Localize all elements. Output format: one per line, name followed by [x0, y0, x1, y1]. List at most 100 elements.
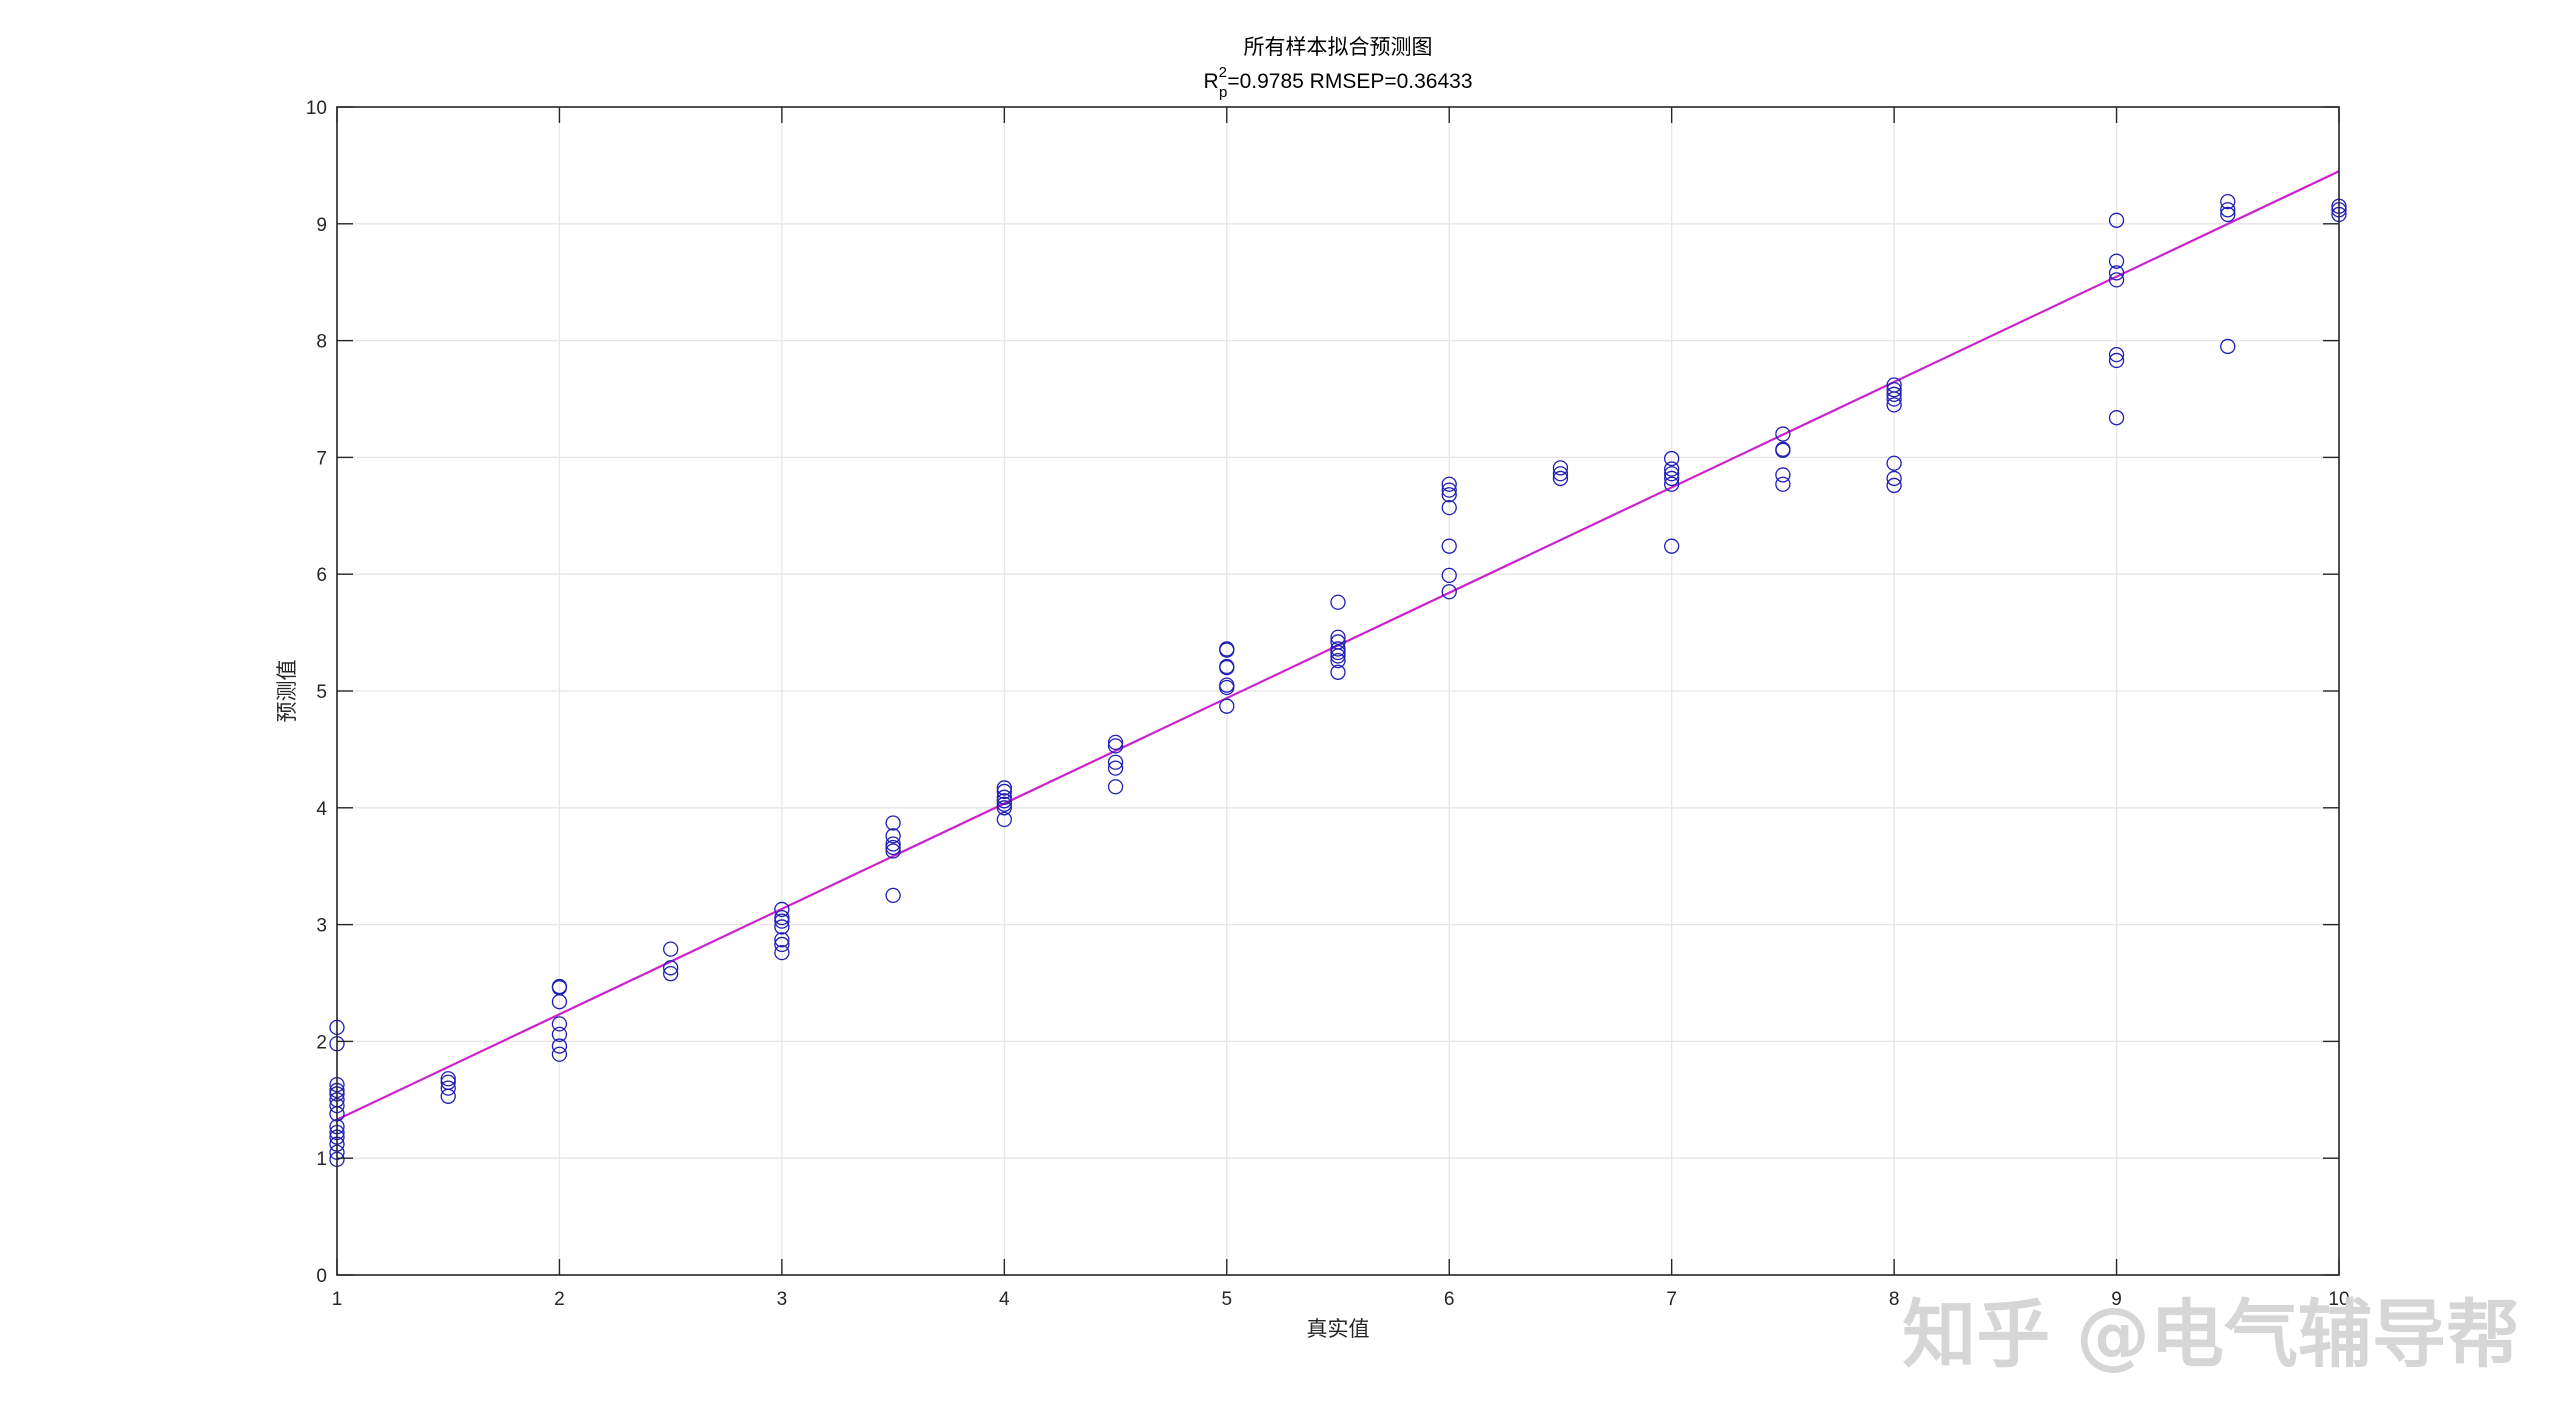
y-tick-label: 5 — [316, 682, 327, 703]
x-tick-label: 7 — [1666, 1289, 1677, 1310]
x-tick-label: 2 — [554, 1289, 565, 1310]
data-point — [2220, 193, 2236, 210]
data-point — [663, 960, 679, 976]
y-tick-label: 1 — [316, 1149, 327, 1170]
data-point — [1886, 397, 1902, 413]
data-point — [551, 1016, 568, 1032]
data-point — [1330, 648, 1346, 664]
data-point — [1552, 466, 1569, 482]
data-point — [1441, 476, 1457, 492]
data-point — [663, 941, 679, 957]
data-point — [440, 1071, 456, 1087]
data-point — [1775, 476, 1791, 492]
data-point — [996, 796, 1012, 812]
data-point — [2220, 206, 2236, 223]
x-tick-label: 1 — [332, 1289, 343, 1310]
data-point — [774, 913, 790, 929]
data-point — [1330, 594, 1346, 610]
data-point — [1441, 499, 1457, 516]
data-point — [1664, 476, 1680, 492]
data-point — [1107, 734, 1124, 751]
data-point — [440, 1088, 456, 1104]
data-point — [1441, 487, 1457, 503]
data-point — [1664, 461, 1680, 477]
data-point — [1330, 644, 1346, 661]
data-point — [1886, 477, 1902, 494]
data-point — [2108, 253, 2125, 269]
data-point — [1219, 698, 1235, 714]
data-point — [1775, 426, 1791, 442]
watermark-text: 知乎 @电气辅导帮 — [1902, 1292, 2520, 1378]
x-tick-label: 10 — [2328, 1289, 2349, 1310]
data-point — [551, 994, 568, 1010]
data-point — [2108, 346, 2125, 363]
data-point — [2108, 272, 2125, 288]
data-point — [996, 793, 1012, 809]
data-point — [1219, 659, 1235, 676]
data-point — [1886, 455, 1902, 471]
y-tick-label: 4 — [316, 799, 327, 820]
y-tick-label: 2 — [316, 1032, 327, 1053]
data-point — [774, 909, 790, 926]
x-tick-label: 6 — [1444, 1289, 1455, 1310]
data-point — [1552, 470, 1569, 487]
data-point — [1107, 779, 1124, 795]
data-point — [1330, 652, 1346, 669]
x-tick-label: 9 — [2111, 1289, 2122, 1310]
data-point — [885, 815, 901, 831]
y-tick-label: 7 — [316, 448, 327, 469]
data-point — [996, 789, 1012, 805]
data-point — [1107, 738, 1124, 754]
data-point — [2220, 338, 2236, 355]
axes-box — [336, 106, 2340, 1276]
data-point — [774, 932, 790, 948]
subtitle-metrics: =0.9785 RMSEP=0.36433 — [1227, 70, 1472, 93]
data-point — [1107, 760, 1124, 776]
data-point — [885, 839, 901, 856]
data-point — [1886, 382, 1902, 398]
data-point — [1775, 467, 1791, 483]
data-point — [1219, 679, 1235, 696]
data-point — [774, 919, 790, 935]
data-point — [1107, 754, 1124, 770]
subtitle-r-symbol: R — [1203, 70, 1218, 93]
x-tick-label: 8 — [1889, 1289, 1900, 1310]
y-tick-label: 6 — [316, 565, 327, 586]
y-tick-label: 0 — [316, 1266, 327, 1287]
y-tick-label: 3 — [316, 916, 327, 937]
x-tick-label: 3 — [777, 1289, 788, 1310]
subtitle-subscript: p — [1219, 84, 1227, 101]
data-point — [1886, 386, 1902, 402]
data-point — [1775, 442, 1791, 459]
data-point — [440, 1080, 456, 1096]
data-point — [2108, 212, 2125, 228]
x-tick-labels: 1 2 3 4 5 6 7 8 9 10 — [332, 1289, 2350, 1310]
chart-title: 所有样本拟合预测图 — [1244, 35, 1433, 59]
data-point — [885, 887, 901, 904]
data-point — [885, 828, 901, 844]
data-point — [1330, 664, 1346, 680]
data-point — [1664, 466, 1680, 482]
data-point — [1664, 470, 1680, 487]
data-point — [2108, 410, 2125, 426]
data-point — [1886, 470, 1902, 487]
y-tick-label: 10 — [306, 98, 327, 119]
data-point — [1330, 629, 1346, 645]
data-point — [1664, 538, 1680, 554]
x-axis-label: 真实值 — [1307, 1317, 1370, 1341]
data-point — [1219, 642, 1235, 658]
data-point — [996, 783, 1012, 800]
data-point — [1441, 567, 1457, 584]
y-axis-label: 预测值 — [275, 660, 299, 723]
data-point — [774, 944, 790, 961]
x-tick-label: 4 — [999, 1289, 1010, 1310]
data-point — [1441, 482, 1457, 498]
data-point — [663, 966, 679, 982]
data-point — [2220, 202, 2236, 218]
data-point — [1886, 391, 1902, 407]
data-point — [774, 936, 790, 953]
data-point — [885, 843, 901, 859]
